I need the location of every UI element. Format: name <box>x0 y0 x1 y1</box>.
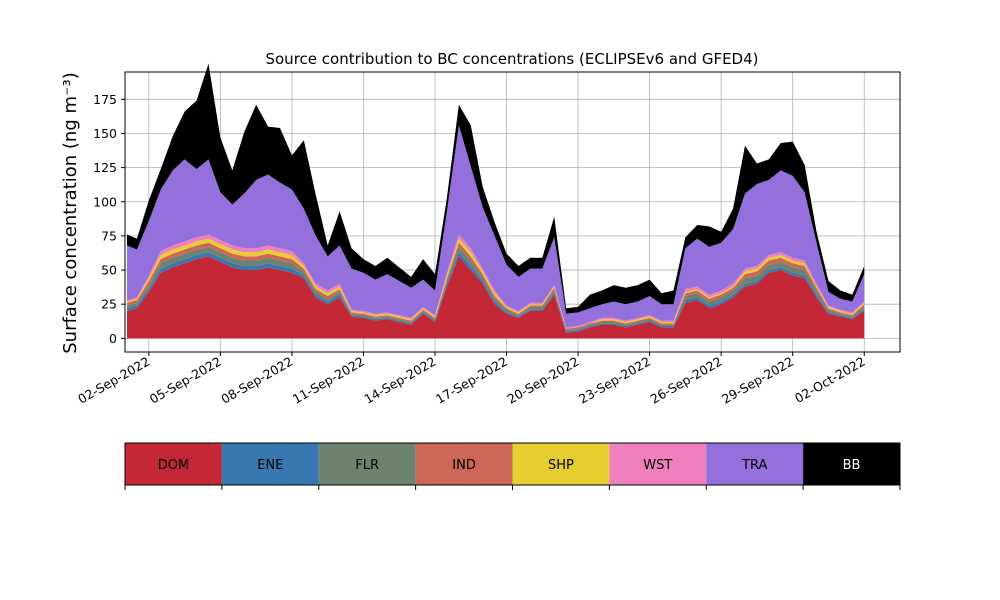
y-axis: 0 25 50 75 100 125 150 175 <box>93 92 125 346</box>
legend-label-wst: WST <box>643 458 672 473</box>
y-tick-label: 125 <box>93 160 117 175</box>
area-ind <box>126 242 865 331</box>
legend-swatch-tra <box>706 443 804 485</box>
legend-label-tra: TRA <box>741 458 767 473</box>
area-bb <box>126 63 865 314</box>
area-ene <box>126 252 865 333</box>
area-flr <box>126 246 865 332</box>
x-tick-label: 11-Sep-2022 <box>290 354 367 407</box>
x-tick-label: 23-Sep-2022 <box>576 354 653 407</box>
stacked-areas <box>126 63 865 339</box>
legend-label-bb: BB <box>843 458 861 473</box>
legend-label-ind: IND <box>452 458 476 473</box>
y-tick-label: 0 <box>109 331 117 346</box>
area-tra <box>126 125 865 328</box>
legend-swatch-shp <box>512 443 610 485</box>
y-tick-label: 50 <box>101 263 117 278</box>
legend: DOM ENE FLR IND SHP WST TRA BB <box>124 442 901 490</box>
y-tick-label: 25 <box>101 297 117 312</box>
x-tick-label: 05-Sep-2022 <box>147 354 224 407</box>
x-tick-label: 14-Sep-2022 <box>361 354 438 407</box>
y-axis-label: Surface concentration (ng m⁻³) <box>60 72 81 354</box>
legend-swatch-flr <box>318 443 416 485</box>
x-tick-label: 02-Oct-2022 <box>792 354 868 406</box>
x-tick-label: 17-Sep-2022 <box>433 354 510 407</box>
legend-swatch-bb <box>803 443 900 485</box>
chart-title: Source contribution to BC concentrations… <box>265 50 758 68</box>
area-wst <box>126 234 865 329</box>
legend-swatch-wst <box>609 443 707 485</box>
legend-label-shp: SHP <box>548 458 574 473</box>
x-tick-label: 20-Sep-2022 <box>505 354 582 407</box>
plot-frame <box>124 71 901 353</box>
x-tick-label: 26-Sep-2022 <box>648 354 725 407</box>
legend-label-dom: DOM <box>158 458 189 473</box>
x-tick-label: 02-Sep-2022 <box>75 354 152 407</box>
legend-swatch-ene <box>221 443 319 485</box>
x-axis: 02-Sep-202205-Sep-202208-Sep-202211-Sep-… <box>75 352 868 407</box>
x-tick-label: 29-Sep-2022 <box>719 354 796 407</box>
y-tick-label: 150 <box>93 126 117 141</box>
legend-swatch-ind <box>415 443 513 485</box>
y-tick-label: 100 <box>93 194 117 209</box>
x-tick-label: 08-Sep-2022 <box>218 354 295 407</box>
legend-label-ene: ENE <box>257 458 283 473</box>
y-tick-label: 75 <box>101 228 117 243</box>
legend-label-flr: FLR <box>355 458 379 473</box>
area-shp <box>126 238 865 329</box>
y-tick-label: 175 <box>93 92 117 107</box>
area-dom <box>126 256 865 339</box>
legend-swatch-dom <box>125 443 222 485</box>
